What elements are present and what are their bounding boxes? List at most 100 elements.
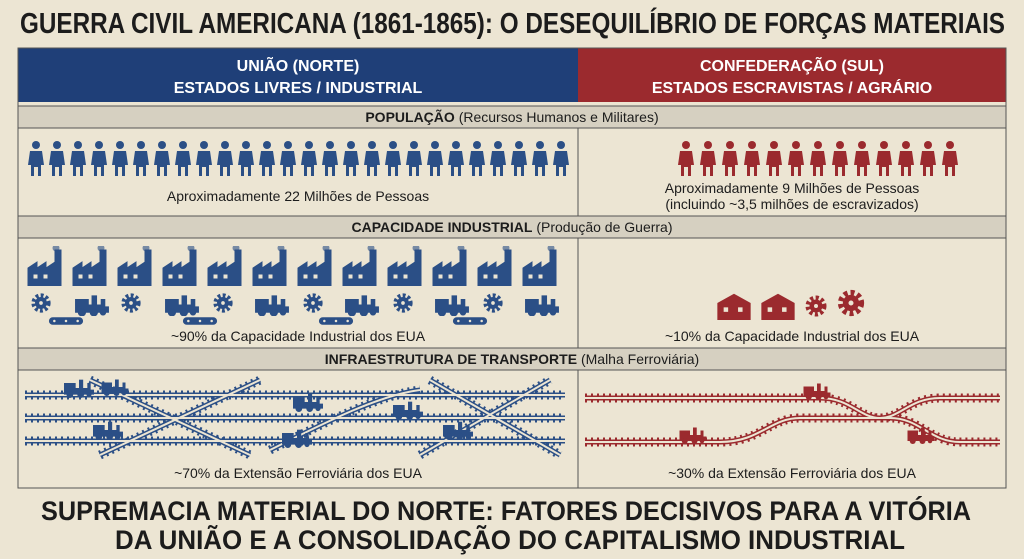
right-subtitle: ESTADOS ESCRAVISTAS / AGRÁRIO <box>652 78 932 97</box>
train-icon <box>907 427 935 444</box>
section-title: INFRAESTRUTURA DE TRANSPORTE <box>325 351 577 367</box>
person-icon <box>133 141 149 176</box>
right-name: CONFEDERAÇÃO (SUL) <box>700 55 884 75</box>
section-header: INFRAESTRUTURA DE TRANSPORTE (Malha Ferr… <box>325 351 699 367</box>
gear-icon <box>124 296 139 311</box>
section-bars <box>17 105 1007 371</box>
person-icon <box>259 141 275 176</box>
person-icon <box>238 141 254 176</box>
factory-icon <box>252 246 287 286</box>
person-icon <box>322 141 338 176</box>
section-header: POPULAÇÃO (Recursos Humanos e Militares) <box>365 108 658 125</box>
factory-icon <box>342 246 377 286</box>
section-title: CAPACIDADE INDUSTRIAL <box>351 219 532 235</box>
factory-icon <box>297 246 332 286</box>
train-icon <box>679 427 707 444</box>
person-icon <box>301 141 317 176</box>
person-icon <box>898 141 914 176</box>
factory-icon <box>432 246 467 286</box>
person-icon <box>406 141 422 176</box>
factory-icon <box>477 246 512 286</box>
person-icon <box>920 141 936 176</box>
person-icon <box>154 141 170 176</box>
person-icon <box>511 141 527 176</box>
gear-icon <box>306 296 321 311</box>
workshop-icon <box>717 293 751 320</box>
person-icon <box>280 141 296 176</box>
train-icon <box>93 421 123 440</box>
factory-icon <box>27 246 62 286</box>
left-subtitle: ESTADOS LIVRES / INDUSTRIAL <box>174 80 423 97</box>
gear-icon <box>808 298 824 314</box>
person-icon <box>553 141 569 176</box>
person-icon <box>832 141 848 176</box>
person-icon <box>112 141 128 176</box>
section-header: CAPACIDADE INDUSTRIAL (Produção de Guerr… <box>351 219 672 235</box>
person-icon <box>942 141 958 176</box>
person-icon <box>364 141 380 176</box>
section-subtitle: (Recursos Humanos e Militares) <box>459 109 659 125</box>
factory-icon <box>207 246 242 286</box>
person-icon <box>744 141 760 176</box>
gear-icon <box>34 296 49 311</box>
train-icon <box>345 295 379 316</box>
caption: ~30% da Extensão Ferroviária dos EUA <box>668 465 917 481</box>
person-icon <box>70 141 86 176</box>
factory-icon <box>117 246 152 286</box>
person-icon <box>876 141 892 176</box>
gear-icon <box>486 296 501 311</box>
person-icon <box>854 141 870 176</box>
footer-line: SUPREMACIA MATERIAL DO NORTE: FATORES DE… <box>41 495 971 526</box>
person-icon <box>385 141 401 176</box>
left-name: UNIÃO (NORTE) <box>237 55 360 75</box>
factory-icon <box>387 246 422 286</box>
section-subtitle: (Malha Ferroviária) <box>581 351 699 367</box>
train-icon <box>75 295 109 316</box>
belt-icon <box>318 316 354 326</box>
belt-icon <box>48 316 84 326</box>
union-people <box>28 141 569 176</box>
caption: ~90% da Capacidade Industrial dos EUA <box>171 328 426 344</box>
section-subtitle: (Produção de Guerra) <box>536 219 672 235</box>
person-icon <box>700 141 716 176</box>
section-title: POPULAÇÃO <box>365 108 455 125</box>
person-icon <box>49 141 65 176</box>
factory-icon <box>522 246 557 286</box>
train-icon <box>435 295 469 316</box>
person-icon <box>448 141 464 176</box>
right-header <box>578 48 1006 102</box>
person-icon <box>810 141 826 176</box>
gear-icon <box>396 296 411 311</box>
person-icon <box>678 141 694 176</box>
factory-icon <box>162 246 197 286</box>
person-icon <box>532 141 548 176</box>
grid <box>17 47 1007 489</box>
person-icon <box>490 141 506 176</box>
train-icon <box>165 295 199 316</box>
person-icon <box>469 141 485 176</box>
gear-icon <box>841 293 861 313</box>
caption: Aproximadamente 9 Milhões de Pessoas <box>665 180 919 196</box>
train-icon <box>525 295 559 316</box>
train-icon <box>101 379 129 396</box>
factory-icon <box>72 246 107 286</box>
caption: ~70% da Extensão Ferroviária dos EUA <box>174 465 423 481</box>
union-railways <box>25 380 565 456</box>
person-icon <box>766 141 782 176</box>
person-icon <box>91 141 107 176</box>
person-icon <box>722 141 738 176</box>
caption: ~10% da Capacidade Industrial dos EUA <box>665 328 920 344</box>
union-industry <box>27 246 559 326</box>
person-icon <box>196 141 212 176</box>
belt-icon <box>182 316 218 326</box>
person-icon <box>788 141 804 176</box>
person-icon <box>427 141 443 176</box>
train-icon <box>255 295 289 316</box>
caption: (incluindo ~3,5 milhões de escravizados) <box>665 196 918 212</box>
gear-icon <box>216 296 231 311</box>
title: GUERRA CIVIL AMERICANA (1861-1865): O DE… <box>20 6 1005 40</box>
person-icon <box>217 141 233 176</box>
belt-icon <box>452 316 488 326</box>
